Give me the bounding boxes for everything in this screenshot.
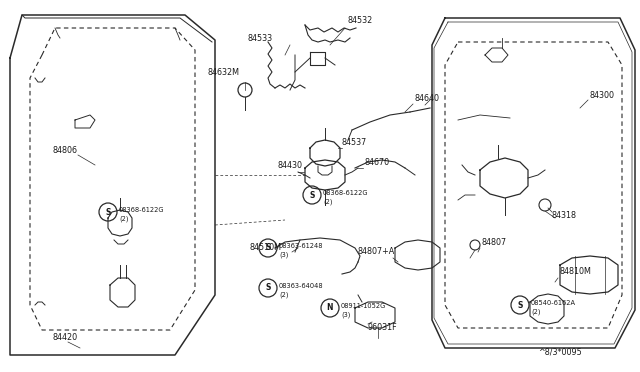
Text: 84670: 84670 xyxy=(365,157,390,167)
Text: 84420: 84420 xyxy=(52,334,77,343)
Text: 96031F: 96031F xyxy=(368,324,397,333)
Text: 84318: 84318 xyxy=(552,211,577,219)
Text: 84807: 84807 xyxy=(482,237,507,247)
Text: 84640: 84640 xyxy=(415,93,440,103)
Text: 08368-6122G: 08368-6122G xyxy=(323,190,369,196)
Text: 84430: 84430 xyxy=(278,160,303,170)
Text: S: S xyxy=(266,283,271,292)
Text: 84537: 84537 xyxy=(342,138,367,147)
Text: N: N xyxy=(327,304,333,312)
Text: 84632M: 84632M xyxy=(208,67,240,77)
Text: S: S xyxy=(106,208,111,217)
Text: 08368-6122G: 08368-6122G xyxy=(119,207,164,213)
Text: 08911-1052G: 08911-1052G xyxy=(341,303,387,309)
Text: 84532: 84532 xyxy=(348,16,373,25)
Text: (2): (2) xyxy=(279,292,289,298)
Text: S: S xyxy=(309,190,315,199)
Text: S: S xyxy=(266,244,271,253)
Text: 08363-61248: 08363-61248 xyxy=(279,243,323,249)
Text: 84300: 84300 xyxy=(590,90,615,99)
Text: 84806: 84806 xyxy=(52,145,77,154)
Text: (2): (2) xyxy=(323,199,333,205)
Text: 08363-64048: 08363-64048 xyxy=(279,283,324,289)
Text: 84533: 84533 xyxy=(248,33,273,42)
Text: 08540-6162A: 08540-6162A xyxy=(531,300,576,306)
Text: (2): (2) xyxy=(531,309,541,315)
Text: 84810M: 84810M xyxy=(560,267,592,276)
Text: (2): (2) xyxy=(119,216,129,222)
Text: (3): (3) xyxy=(279,252,289,258)
Text: 84510M: 84510M xyxy=(250,244,282,253)
Text: S: S xyxy=(517,301,523,310)
Text: 84807+A: 84807+A xyxy=(358,247,396,257)
Text: ^8/3*0095: ^8/3*0095 xyxy=(538,347,582,356)
Text: (3): (3) xyxy=(341,312,350,318)
